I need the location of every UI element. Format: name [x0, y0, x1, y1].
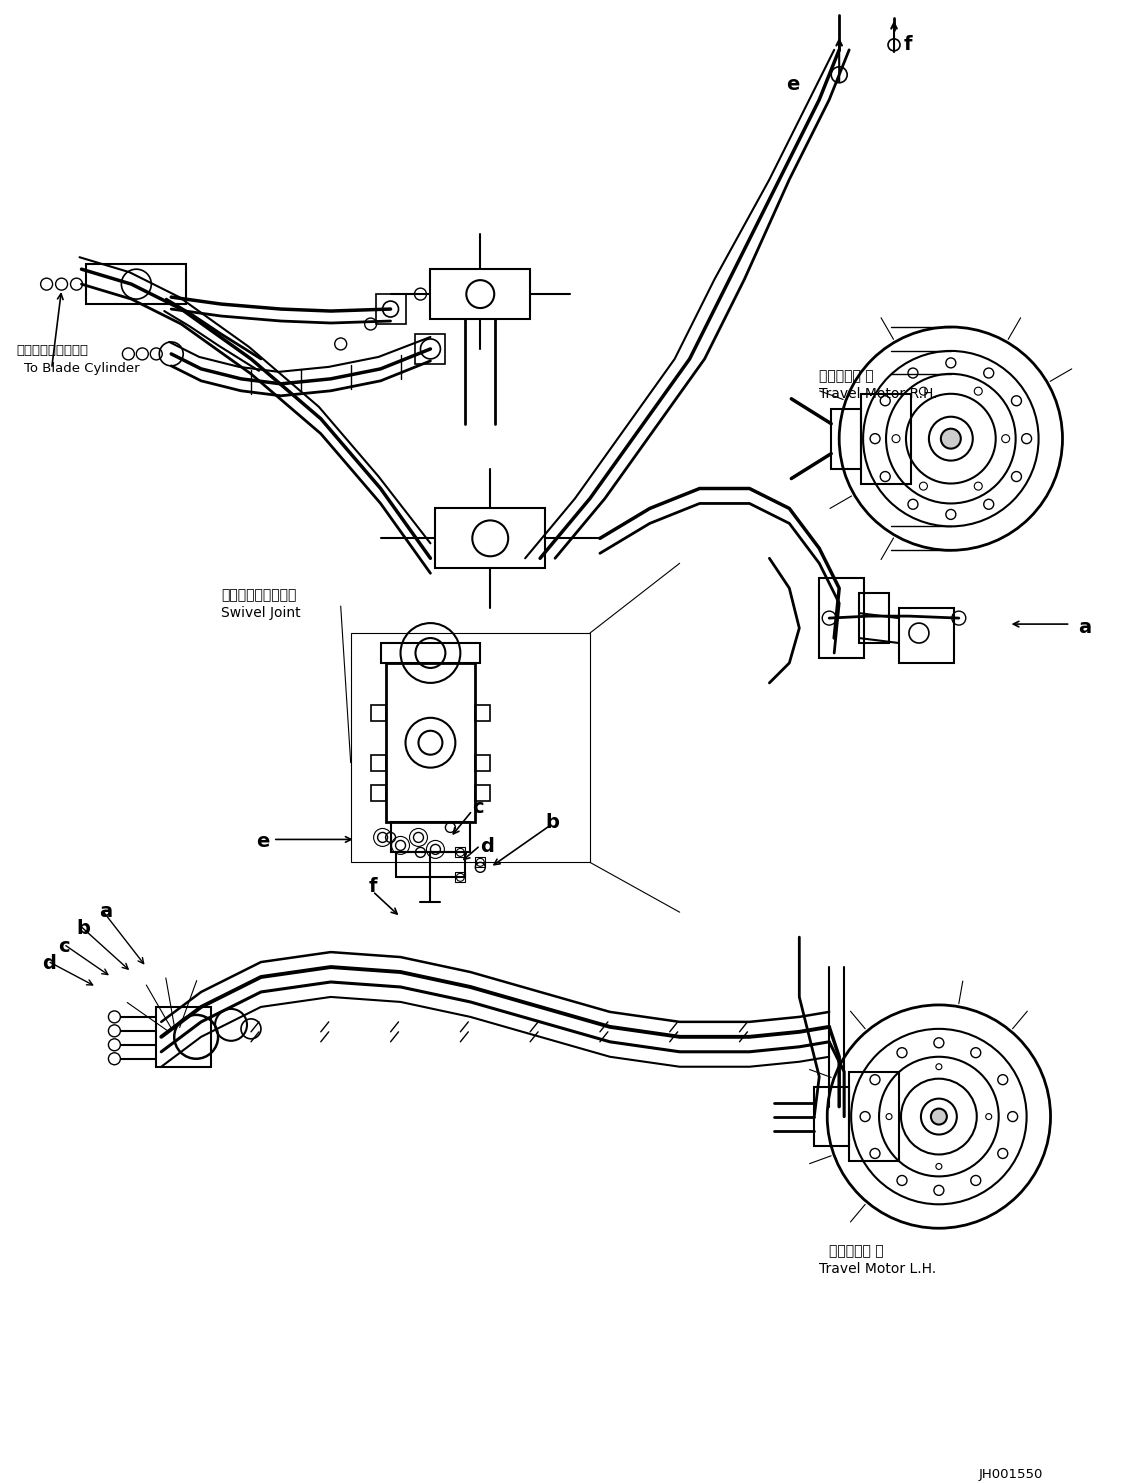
Bar: [351, 633, 590, 862]
Bar: [476, 857, 485, 868]
Bar: [391, 823, 470, 853]
Bar: [860, 593, 889, 644]
Bar: [156, 1007, 211, 1066]
Bar: [435, 509, 545, 568]
Text: 走行モータ 左: 走行モータ 左: [830, 1244, 884, 1258]
Text: f: f: [904, 36, 912, 53]
Bar: [898, 608, 953, 663]
Text: e: e: [256, 832, 269, 851]
Bar: [370, 785, 385, 801]
Bar: [849, 1072, 898, 1161]
Text: b: b: [77, 919, 91, 939]
Bar: [86, 264, 186, 304]
Text: c: c: [58, 937, 70, 957]
Text: d: d: [41, 954, 55, 973]
Bar: [370, 704, 385, 721]
Text: JH001550: JH001550: [979, 1468, 1043, 1480]
Circle shape: [931, 1109, 947, 1124]
Text: To Blade Cylinder: To Blade Cylinder: [24, 362, 140, 375]
Text: Travel Motor L.H.: Travel Motor L.H.: [819, 1262, 936, 1277]
Bar: [476, 785, 490, 801]
Text: f: f: [369, 878, 377, 896]
Text: a: a: [1078, 618, 1092, 638]
Bar: [376, 294, 406, 323]
Bar: [476, 755, 490, 771]
Text: e: e: [786, 74, 799, 93]
Bar: [476, 704, 490, 721]
Bar: [395, 853, 465, 878]
Text: ブレードシリンダへ: ブレードシリンダへ: [17, 344, 88, 357]
Bar: [815, 1087, 849, 1146]
Bar: [380, 644, 480, 663]
Bar: [455, 872, 465, 882]
Bar: [370, 755, 385, 771]
Text: 走行モータ 右: 走行モータ 右: [819, 369, 874, 383]
Bar: [861, 394, 911, 483]
Text: スイベルジョイント: スイベルジョイント: [221, 589, 297, 602]
Bar: [385, 663, 476, 823]
Text: Swivel Joint: Swivel Joint: [221, 607, 300, 620]
Bar: [416, 334, 446, 363]
Bar: [455, 847, 465, 857]
Text: Travel Motor R.H.: Travel Motor R.H.: [819, 387, 937, 400]
Text: d: d: [480, 838, 494, 857]
Bar: [831, 409, 861, 469]
Bar: [431, 270, 531, 319]
Text: b: b: [545, 813, 559, 832]
Bar: [819, 578, 864, 658]
Circle shape: [941, 429, 960, 449]
Text: c: c: [472, 798, 484, 817]
Text: a: a: [100, 902, 112, 921]
